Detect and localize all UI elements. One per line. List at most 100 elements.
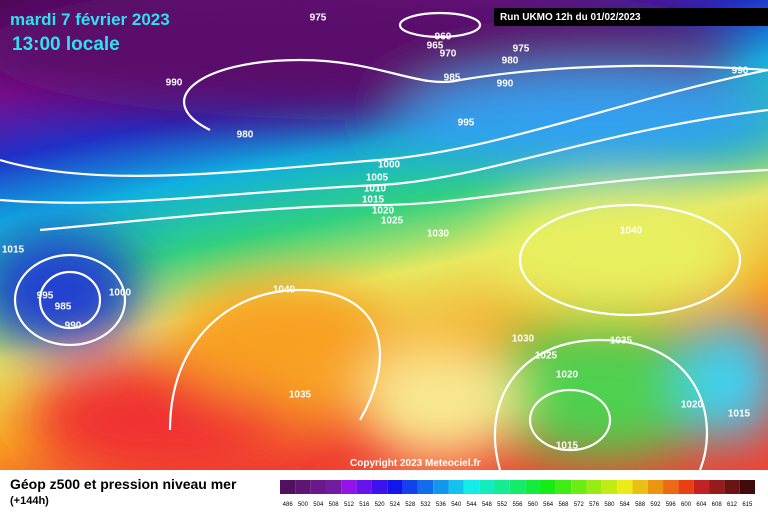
scale-label: 520	[375, 502, 386, 508]
scale-label: 536	[436, 502, 447, 508]
isobar-label: 990	[732, 66, 749, 77]
isobar-label: 1015	[556, 441, 579, 452]
isobar-label: 990	[65, 321, 82, 332]
scale-label: 500	[298, 502, 309, 508]
scale-label: 486	[283, 502, 294, 508]
scale-label: 600	[681, 502, 692, 508]
isobar-label: 1025	[381, 216, 404, 227]
scale-swatch	[356, 480, 372, 494]
scale-swatch	[709, 480, 725, 494]
isobar-label: 1030	[512, 334, 535, 345]
scale-swatch	[310, 480, 326, 494]
scale-swatch	[433, 480, 449, 494]
scale-label: 508	[329, 502, 340, 508]
isobar-label: 985	[444, 73, 461, 84]
field	[0, 0, 768, 480]
isobar-label: 975	[310, 13, 327, 24]
isobar-label: 1020	[372, 206, 395, 217]
isobar-label: 965	[427, 41, 444, 52]
scale-label: 528	[405, 502, 416, 508]
isobar-label: 1010	[364, 184, 387, 195]
scale-swatch	[693, 480, 710, 494]
scale-swatch	[540, 480, 556, 494]
isobar-label: 1015	[2, 245, 25, 256]
scale-label: 596	[666, 502, 677, 508]
scale-label: 532	[421, 502, 432, 508]
scale-swatch	[325, 480, 342, 494]
scale-swatch	[601, 480, 618, 494]
scale-label: 592	[650, 502, 661, 508]
scale-label: 608	[712, 502, 723, 508]
isobar-label: 1000	[378, 160, 401, 171]
isobar-label: 1000	[109, 288, 132, 299]
isobar-label: 980	[502, 56, 519, 67]
isobar-label: 960	[435, 32, 452, 43]
isobar-label: 990	[497, 79, 514, 90]
date-title: mardi 7 février 2023	[10, 10, 170, 29]
isobar-label: 1020	[556, 370, 579, 381]
scale-swatch	[341, 480, 357, 494]
isobar-label: 1015	[728, 409, 751, 420]
scale-label: 584	[620, 502, 631, 508]
scale-label: 576	[589, 502, 600, 508]
isobar-label: 975	[513, 44, 530, 55]
scale-swatch	[724, 480, 740, 494]
scale-swatch	[555, 480, 572, 494]
scale-label: 544	[467, 502, 478, 508]
isobars	[0, 11, 768, 471]
scale-label: 564	[543, 502, 554, 508]
isobar-label: 1035	[610, 336, 633, 347]
scale-swatch	[417, 480, 434, 494]
isobar-label: 985	[55, 302, 72, 313]
scale-label: 512	[344, 502, 355, 508]
isobar-label: 970	[440, 49, 457, 60]
scale-label: 504	[313, 502, 324, 508]
isobar-label: 1030	[427, 229, 450, 240]
scale-swatch	[402, 480, 418, 494]
isobar-label: 1040	[620, 226, 643, 237]
scale-label: 572	[574, 502, 585, 508]
scale-swatch	[371, 480, 388, 494]
isobar-label: 1035	[289, 390, 312, 401]
isobar-label: 995	[37, 291, 54, 302]
scale-label: 516	[359, 502, 370, 508]
scale-swatch	[678, 480, 694, 494]
scale-label: 604	[696, 502, 707, 508]
scale-swatch	[280, 480, 296, 494]
isobar-label: 995	[458, 118, 475, 129]
scale-swatch	[525, 480, 541, 494]
scale-swatch	[463, 480, 480, 494]
scale-label: 540	[451, 502, 462, 508]
copyright: Copyright 2023 Meteociel.fr	[350, 458, 481, 469]
scale-swatch	[586, 480, 602, 494]
scale-swatch	[295, 480, 311, 494]
scale-label: 615	[742, 502, 753, 508]
scale-label: 524	[390, 502, 401, 508]
scale-label: 568	[558, 502, 569, 508]
lead-time: (+144h)	[10, 495, 49, 507]
scale-label: 556	[512, 502, 523, 508]
scale-swatch	[632, 480, 648, 494]
scale-label: 548	[482, 502, 493, 508]
run-box	[494, 8, 768, 26]
scale-swatch	[387, 480, 403, 494]
isobar-label: 1020	[681, 400, 704, 411]
scale-label: 588	[635, 502, 646, 508]
scale-swatch	[617, 480, 633, 494]
isobar-label: 980	[237, 130, 254, 141]
scale-label: 580	[604, 502, 615, 508]
isobar-label: 1005	[366, 173, 389, 184]
scale-swatch	[663, 480, 679, 494]
isobar-label: 990	[166, 78, 183, 89]
isobar-label: 1015	[362, 195, 385, 206]
scale-swatch	[647, 480, 664, 494]
isobar-label: 1025	[535, 351, 558, 362]
scale-swatch	[448, 480, 464, 494]
scale-swatch	[739, 480, 755, 494]
scale-swatch	[479, 480, 495, 494]
scale-label: 612	[727, 502, 738, 508]
footer-title: Géop z500 et pression niveau mer	[10, 476, 237, 492]
scale-swatch	[571, 480, 587, 494]
scale-swatch	[509, 480, 526, 494]
